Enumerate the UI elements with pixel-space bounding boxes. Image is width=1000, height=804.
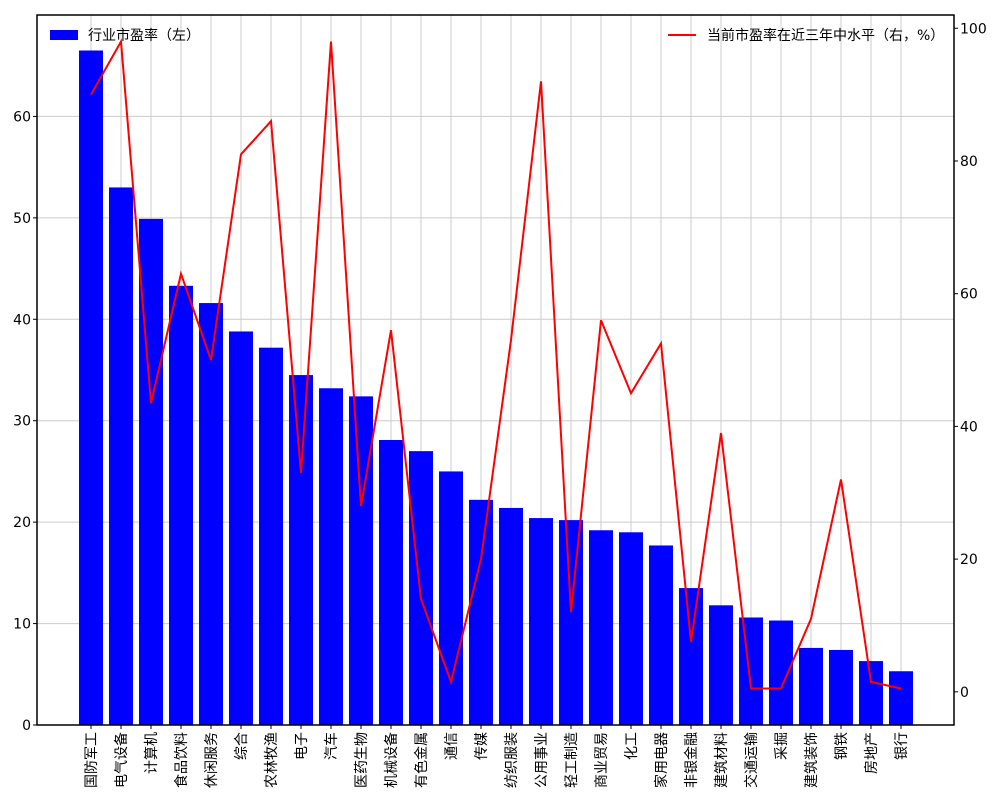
bar-建筑装饰 xyxy=(799,648,823,725)
legend-line-label: 当前市盈率在近三年中水平（右，%） xyxy=(707,27,944,44)
bar-国防军工 xyxy=(79,51,103,726)
bar-钢铁 xyxy=(829,650,853,725)
x-tick-label: 建筑装饰 xyxy=(804,732,820,788)
right-tick-label: 80 xyxy=(960,154,978,170)
bar-轻工制造 xyxy=(559,520,583,725)
bar-化工 xyxy=(619,532,643,725)
right-tick-label: 0 xyxy=(960,685,969,701)
legend-bar-swatch xyxy=(50,30,78,40)
x-tick-label: 轻工制造 xyxy=(564,732,580,788)
right-tick-label: 40 xyxy=(960,419,978,435)
right-tick-label: 100 xyxy=(960,21,987,37)
x-tick-label: 商业贸易 xyxy=(594,732,610,788)
x-tick-label: 国防军工 xyxy=(84,732,100,788)
bar-医药生物 xyxy=(349,396,373,725)
right-tick-label: 60 xyxy=(960,287,978,303)
bar-交通运输 xyxy=(739,617,763,725)
x-tick-label: 综合 xyxy=(234,732,250,760)
left-tick-label: 10 xyxy=(13,617,31,633)
bar-非银金融 xyxy=(679,588,703,725)
x-tick-label: 有色金属 xyxy=(413,732,430,788)
x-tick-label: 公用事业 xyxy=(534,732,550,788)
left-tick-label: 50 xyxy=(13,211,31,227)
x-tick-label: 通信 xyxy=(444,732,460,760)
bar-公用事业 xyxy=(529,518,553,725)
bar-机械设备 xyxy=(379,440,403,725)
bar-综合 xyxy=(229,331,253,725)
x-tick-label: 采掘 xyxy=(774,732,790,760)
right-tick-label: 20 xyxy=(960,552,978,568)
bar-采掘 xyxy=(769,621,793,725)
x-tick-label: 农林牧渔 xyxy=(264,732,280,788)
x-tick-label: 计算机 xyxy=(144,732,160,774)
x-tick-label: 食品饮料 xyxy=(173,732,190,788)
x-tick-label: 化工 xyxy=(624,732,640,760)
bar-电子 xyxy=(289,375,313,725)
x-tick-label: 银行 xyxy=(894,732,910,760)
x-tick-label: 电气设备 xyxy=(113,732,130,788)
bar-休闲服务 xyxy=(199,303,223,725)
bar-电气设备 xyxy=(109,187,133,725)
bar-通信 xyxy=(439,471,463,725)
x-tick-label: 钢铁 xyxy=(834,732,850,760)
bar-家用电器 xyxy=(649,545,673,725)
x-tick-label: 房地产 xyxy=(864,732,880,774)
legend-bar-label: 行业市盈率（左） xyxy=(88,27,200,44)
left-tick-label: 30 xyxy=(13,414,31,430)
bar-有色金属 xyxy=(409,451,433,725)
bar-建筑材料 xyxy=(709,605,733,725)
x-tick-label: 交通运输 xyxy=(743,732,760,788)
bar-传媒 xyxy=(469,500,493,725)
x-tick-label: 机械设备 xyxy=(383,732,400,788)
left-tick-label: 40 xyxy=(13,312,31,328)
bar-房地产 xyxy=(859,661,883,725)
x-tick-label: 家用电器 xyxy=(653,732,670,788)
bar-汽车 xyxy=(319,388,343,725)
x-tick-label: 纺织服装 xyxy=(504,732,520,788)
x-tick-label: 汽车 xyxy=(323,732,340,760)
x-tick-label: 传媒 xyxy=(474,732,490,760)
x-tick-label: 医药生物 xyxy=(354,732,370,788)
bar-农林牧渔 xyxy=(259,348,283,725)
bar-食品饮料 xyxy=(169,286,193,725)
x-tick-label: 电子 xyxy=(294,732,310,760)
x-tick-label: 休闲服务 xyxy=(204,732,220,788)
left-tick-label: 60 xyxy=(13,109,31,125)
bar-商业贸易 xyxy=(589,530,613,725)
bar-纺织服装 xyxy=(499,508,523,725)
legend: 行业市盈率（左） 当前市盈率在近三年中水平（右，%） xyxy=(50,27,944,44)
left-tick-label: 20 xyxy=(13,515,31,531)
x-tick-label: 非银金融 xyxy=(684,732,700,788)
left-tick-label: 0 xyxy=(22,718,31,734)
x-tick-label: 建筑材料 xyxy=(714,732,730,788)
bar-银行 xyxy=(889,671,913,725)
